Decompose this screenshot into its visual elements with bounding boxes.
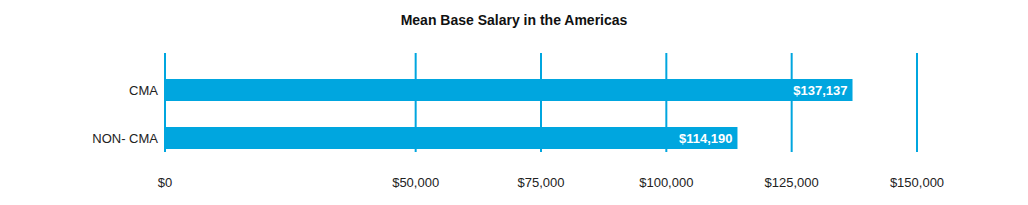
category-label: CMA (129, 83, 158, 98)
bar (165, 127, 737, 149)
bar (165, 79, 853, 101)
tick-label: $100,000 (639, 175, 693, 190)
chart-title: Mean Base Salary in the Americas (401, 12, 628, 28)
tick-label: $125,000 (765, 175, 819, 190)
tick-label: $50,000 (392, 175, 439, 190)
chart-container: Mean Base Salary in the Americas $0 $50,00… (0, 0, 1028, 205)
bars (165, 79, 853, 149)
tick-label: $75,000 (518, 175, 565, 190)
grid-line (791, 53, 793, 152)
grid-line (916, 53, 918, 152)
tick-label: $150,000 (890, 175, 944, 190)
labels: CMA $137,137 NON- CMA $114,190 (92, 83, 847, 146)
chart-svg: Mean Base Salary in the Americas $0 $50,00… (0, 0, 1028, 205)
data-label: $137,137 (793, 83, 847, 98)
data-label: $114,190 (679, 131, 733, 146)
tick-label: $0 (158, 175, 172, 190)
grid (165, 53, 917, 152)
category-label: NON- CMA (92, 131, 158, 146)
